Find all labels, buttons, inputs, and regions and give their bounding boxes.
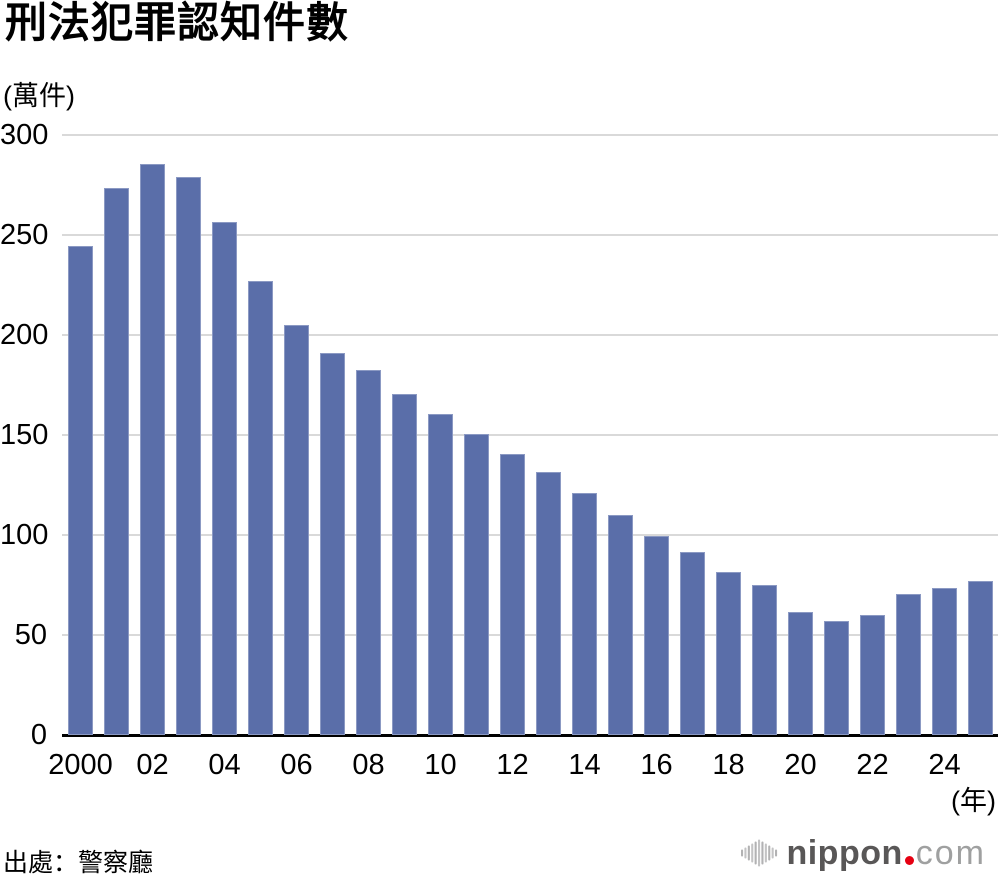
- x-tick-2020: 20: [784, 749, 817, 781]
- bar-2024: [932, 588, 957, 735]
- bar-2010: [428, 414, 453, 735]
- logo-tld-text: com: [915, 834, 986, 872]
- gridline-100: [62, 534, 998, 536]
- y-tick-100: 100: [0, 519, 49, 551]
- bar-2004: [212, 222, 237, 735]
- gridline-200: [62, 334, 998, 336]
- logo-red-dot: [904, 856, 914, 865]
- bar-2015: [608, 515, 633, 735]
- bar-2009: [392, 394, 417, 735]
- gridline-50: [62, 634, 998, 636]
- bar-2016: [644, 536, 669, 735]
- gridline-250: [62, 234, 998, 236]
- x-tick-2018: 18: [712, 749, 745, 781]
- y-tick-250: 250: [0, 219, 49, 251]
- x-tick-2024: 24: [928, 749, 961, 781]
- x-tick-2022: 22: [856, 749, 889, 781]
- bar-2022: [860, 615, 885, 735]
- x-axis-line: [62, 734, 998, 737]
- bar-2020: [788, 612, 813, 735]
- bar-2023: [896, 594, 921, 735]
- y-tick-0: 0: [30, 719, 47, 751]
- y-tick-150: 150: [0, 419, 49, 451]
- bar-2002: [140, 164, 165, 735]
- x-tick-2002: 02: [136, 749, 169, 781]
- bar-2003: [176, 177, 201, 735]
- bar-2000: [68, 246, 93, 735]
- x-tick-2006: 06: [280, 749, 313, 781]
- gridline-150: [62, 434, 998, 436]
- x-tick-2008: 08: [352, 749, 385, 781]
- page-title: 刑法犯罪認知件數: [5, 0, 350, 46]
- bar-2001: [104, 188, 129, 735]
- bar-2019: [752, 585, 777, 735]
- y-axis-unit-label: (萬件): [3, 81, 75, 111]
- plot-area: [62, 134, 998, 737]
- gridline-300: [62, 134, 998, 136]
- bar-2011: [464, 434, 489, 735]
- bar-2017: [680, 552, 705, 735]
- bar-2014: [572, 493, 597, 735]
- source-label: 出處：警察廳: [3, 849, 154, 877]
- x-axis-unit-label: (年): [951, 786, 996, 816]
- x-tick-2000: 2000: [48, 749, 113, 781]
- bar-2007: [320, 353, 345, 735]
- bar-2025: [968, 581, 993, 735]
- x-tick-2016: 16: [640, 749, 673, 781]
- bar-2006: [284, 325, 309, 735]
- nippon-logo: nippon com: [741, 834, 986, 872]
- x-tick-2014: 14: [568, 749, 601, 781]
- x-tick-2012: 12: [496, 749, 529, 781]
- y-tick-50: 50: [14, 619, 47, 651]
- logo-name-text: nippon: [786, 834, 903, 872]
- bar-2021: [824, 621, 849, 735]
- x-tick-2010: 10: [424, 749, 457, 781]
- y-tick-200: 200: [0, 319, 49, 351]
- bar-2013: [536, 472, 561, 735]
- soundwave-icon: [741, 839, 778, 867]
- bar-2018: [716, 572, 741, 735]
- x-tick-2004: 04: [208, 749, 241, 781]
- y-tick-300: 300: [0, 119, 49, 151]
- bar-2005: [248, 281, 273, 735]
- bar-2012: [500, 454, 525, 735]
- bar-2008: [356, 370, 381, 735]
